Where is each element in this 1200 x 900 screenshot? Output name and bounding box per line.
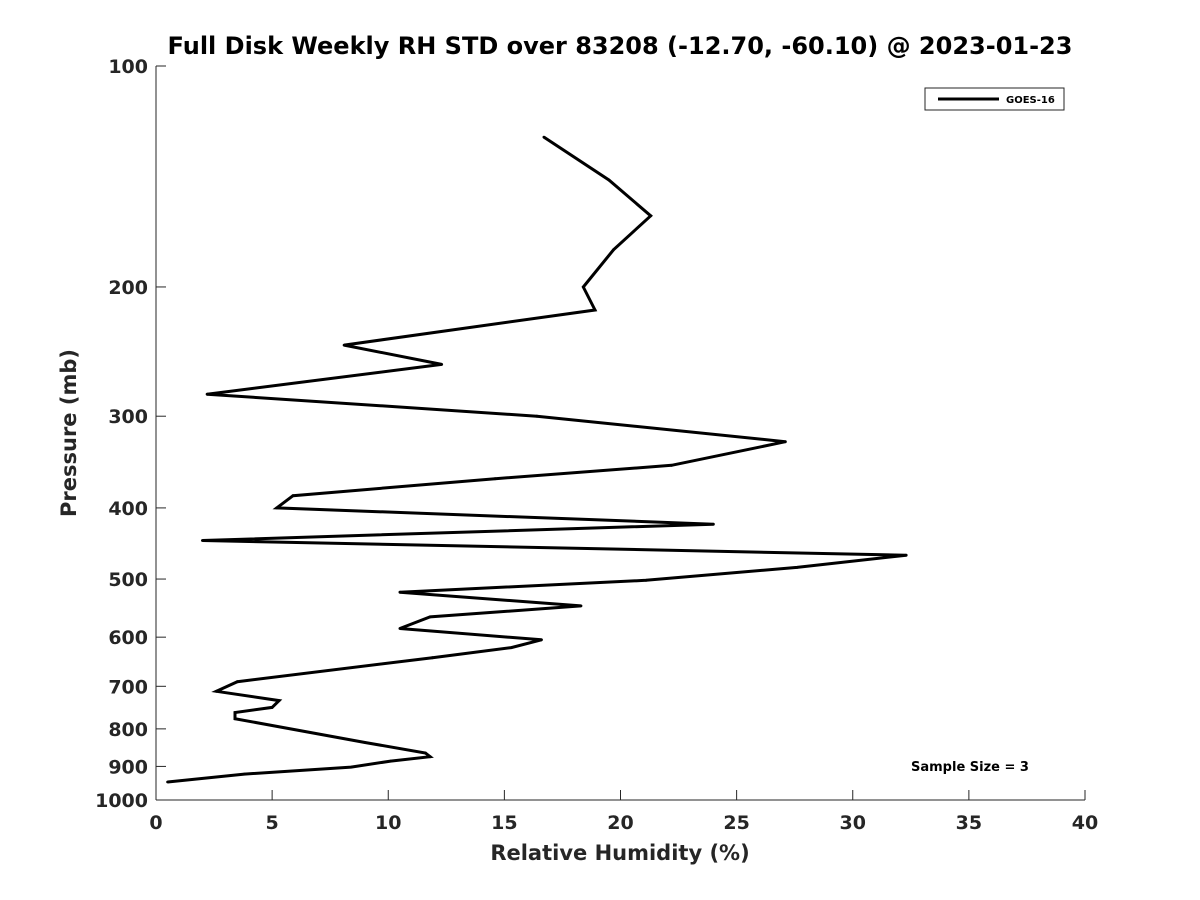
y-tick-label: 200	[108, 277, 148, 299]
x-tick-label: 30	[840, 812, 866, 834]
x-tick-label: 5	[266, 812, 279, 834]
series-point	[428, 755, 432, 759]
series-point	[440, 363, 444, 366]
x-axis-label: Relative Humidity (%)	[490, 841, 749, 865]
y-axis-ticks: 100 200 300 400 500 600 700 800 900 1000	[95, 56, 166, 812]
series-point	[670, 463, 673, 467]
series-point	[233, 711, 237, 714]
x-tick-label: 35	[956, 812, 982, 834]
x-tick-label: 20	[607, 812, 633, 834]
series-point	[398, 627, 402, 630]
series-point	[712, 522, 715, 526]
y-tick-label: 300	[108, 406, 148, 428]
series-point	[644, 578, 648, 582]
series-point	[235, 680, 239, 684]
y-tick-label: 1000	[95, 790, 148, 812]
series-point	[509, 646, 513, 649]
series-point	[291, 494, 295, 498]
legend: GOES-16	[924, 87, 1065, 111]
series-point	[389, 759, 392, 763]
series-point	[579, 604, 583, 608]
series-point	[542, 135, 546, 139]
series-point	[431, 656, 434, 660]
x-tick-label: 25	[723, 812, 749, 834]
series-point	[270, 706, 274, 709]
series-point	[612, 248, 615, 252]
series-point	[581, 285, 585, 289]
series-point	[428, 615, 432, 619]
series-point	[201, 539, 204, 542]
series-point	[205, 392, 209, 396]
x-axis-ticks: 0 5 10 15 20 25 30 35 40	[149, 790, 1098, 834]
series-point	[215, 689, 218, 693]
series-point	[540, 638, 543, 642]
series-point	[349, 765, 353, 769]
sample-size-annotation: Sample Size = 3	[911, 760, 1029, 775]
y-tick-label: 600	[108, 627, 148, 649]
series-point	[242, 772, 246, 776]
y-tick-label: 100	[108, 56, 148, 78]
x-tick-label: 15	[491, 812, 517, 834]
series-point	[607, 178, 611, 182]
series-point	[784, 440, 787, 444]
x-tick-label: 40	[1072, 812, 1098, 834]
y-tick-label: 700	[108, 676, 148, 698]
series-point	[424, 751, 427, 755]
legend-label: GOES-16	[1006, 95, 1055, 106]
series-point	[493, 477, 497, 481]
y-tick-label: 800	[108, 719, 148, 741]
y-tick-label: 900	[108, 756, 148, 778]
series-point	[342, 343, 346, 347]
chart-title: Full Disk Weekly RH STD over 83208 (-12.…	[168, 32, 1073, 60]
series-point	[277, 699, 281, 702]
x-tick-label: 0	[149, 812, 162, 834]
series-point	[363, 741, 367, 744]
y-tick-label: 400	[108, 498, 148, 520]
series-point	[233, 717, 237, 721]
series-point	[275, 506, 279, 510]
x-tick-label: 10	[375, 812, 401, 834]
series-point	[398, 590, 402, 594]
series-point	[166, 780, 170, 784]
y-tick-label: 500	[108, 569, 148, 591]
series-layer	[166, 135, 908, 784]
series-line-goes-16	[167, 135, 907, 784]
series-point	[795, 566, 799, 569]
series-point	[593, 308, 597, 312]
series-point	[649, 214, 653, 218]
series-point	[904, 553, 908, 557]
y-axis-label: Pressure (mb)	[57, 349, 81, 517]
series-point	[535, 414, 539, 418]
